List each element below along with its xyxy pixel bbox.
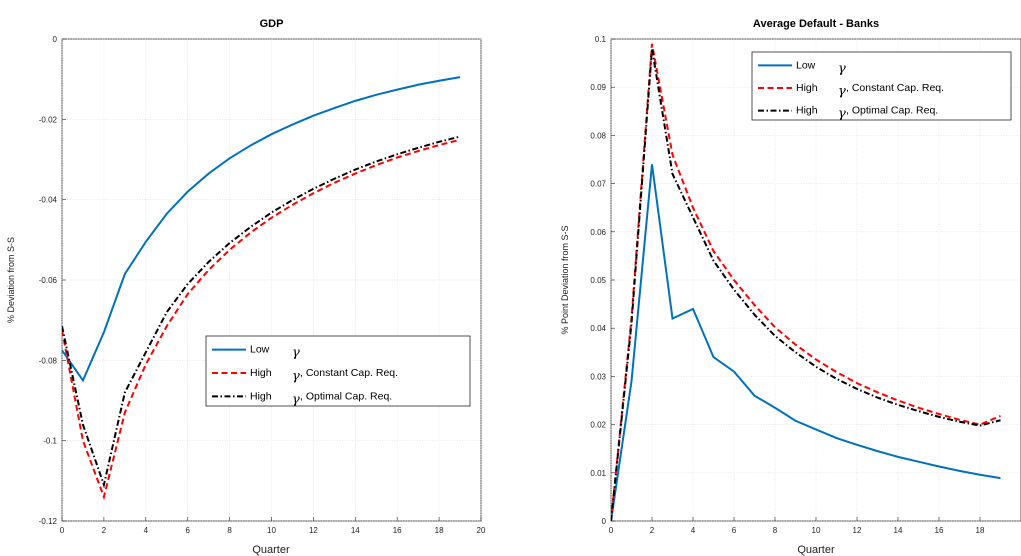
legend-label: High [250,390,272,402]
x-tick-label: 2 [102,526,107,535]
x-tick-label: 10 [812,526,821,535]
x-tick-label: 18 [976,526,985,535]
x-tick-label: 4 [144,526,149,535]
legend-suffix: , Constant Cap. Req. [300,367,398,379]
x-tick-label: 20 [477,526,486,535]
legend-suffix: , Constant Cap. Req. [846,82,944,94]
chart-title: GDP [260,18,284,30]
y-tick-label: 0.02 [590,421,606,430]
x-tick-label: 2 [650,526,655,535]
x-tick-label: 10 [267,526,276,535]
x-tick-label: 14 [351,526,360,535]
x-tick-label: 0 [609,526,614,535]
x-tick-label: 12 [309,526,318,535]
y-tick-label: -0.08 [39,356,58,365]
y-tick-label: 0.06 [590,228,606,237]
legend-label: High [796,82,818,94]
y-tick-label: 0.01 [590,469,606,478]
legend-box [205,335,471,407]
x-tick-label: 18 [435,526,444,535]
y-tick-label: 0 [53,35,58,44]
legend-gamma-symbol: γ [838,107,846,122]
legend-gamma-symbol: γ [838,61,846,76]
chart-title: Average Default - Banks [753,18,879,30]
x-tick-label: 4 [691,526,696,535]
x-axis-label: Quarter [797,544,835,556]
legend-label: Low [796,59,816,71]
y-tick-label: 0.05 [590,276,606,285]
x-tick-label: 6 [185,526,190,535]
y-axis-label: % Point Deviation from S-S [560,225,570,334]
x-tick-label: 16 [393,526,402,535]
y-tick-label: 0.1 [595,35,607,44]
x-tick-label: 8 [227,526,232,535]
legend-box [751,51,1012,121]
x-tick-label: 8 [773,526,778,535]
y-tick-label: -0.12 [39,517,58,526]
y-tick-label: 0.09 [590,83,606,92]
legend-gamma-symbol: γ [838,84,846,99]
series-line-1 [611,43,1001,521]
series-line-2 [62,135,461,489]
x-tick-label: 6 [732,526,737,535]
legend-gamma-symbol: γ [292,369,300,384]
legend-suffix: , Optimal Cap. Req. [846,105,938,117]
legend-suffix: , Optimal Cap. Req. [300,390,392,402]
y-tick-label: 0.04 [590,324,606,333]
series-line-0 [62,76,461,383]
y-tick-label: 0 [602,517,607,526]
series-line-0 [611,164,1001,521]
x-tick-label: 14 [894,526,903,535]
y-tick-label: -0.04 [39,196,58,205]
bank-default-chart: 0 2 4 6 8 10 12 14 16 18 0 0.01 0.02 0.03 0.04 0.05 0.06… [560,18,1021,556]
y-tick-label: -0.06 [39,276,58,285]
y-tick-label: 0.07 [590,180,606,189]
y-axis-label: % Deviation from S-S [6,237,16,323]
x-axis-label: Quarter [252,544,290,556]
legend-label: Low [250,344,270,356]
x-tick-label: 12 [853,526,862,535]
y-tick-label: 0.03 [590,372,606,381]
y-tick-label: -0.02 [39,115,58,124]
series-line-1 [62,138,461,501]
gdp-chart: 0 2 4 6 8 10 12 14 16 18 20 0 -0.02 -0.04 -0.06 -0.08 -0… [6,18,486,556]
x-tick-label: 16 [935,526,944,535]
x-tick-label: 0 [60,526,65,535]
legend-gamma-symbol: γ [292,392,300,407]
legend-label: High [796,105,818,117]
y-tick-label: 0.08 [590,131,606,140]
legend-gamma-symbol: γ [292,346,300,361]
y-tick-label: -0.1 [43,437,57,446]
series-line-2 [611,48,1001,521]
legend-label: High [250,367,272,379]
